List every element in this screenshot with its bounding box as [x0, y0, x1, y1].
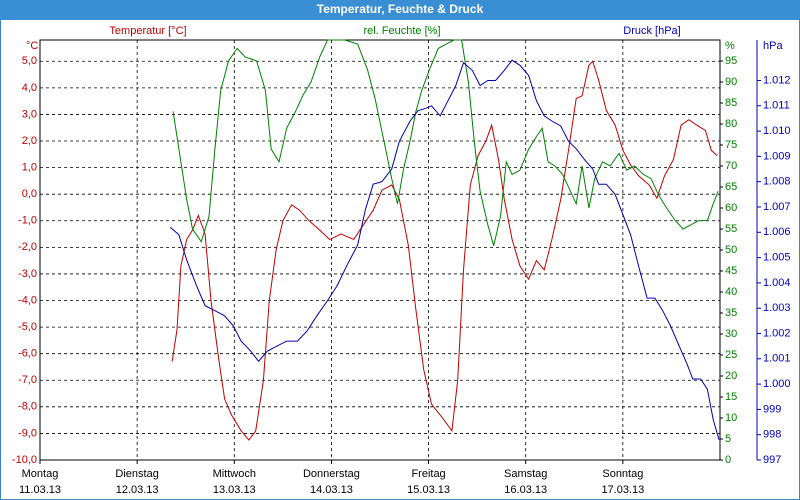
series-line — [169, 59, 720, 440]
y-unit: °C — [26, 40, 38, 52]
series-title: Temperatur [°C] — [109, 25, 186, 37]
x-tick-label: Freitag — [411, 468, 445, 480]
y2-tick-label: 40 — [725, 286, 737, 298]
plot-border — [39, 39, 721, 461]
y-tick-label: -9,0 — [18, 427, 37, 439]
y3-tick-label: 1.005 — [763, 251, 791, 263]
y2-tick-label: 95 — [725, 55, 737, 67]
y2-tick-label: 65 — [725, 181, 737, 193]
y3-tick-label: 1.010 — [763, 125, 791, 137]
y3-tick-label: 1.001 — [763, 353, 791, 365]
x-tick-date: 12.03.13 — [116, 484, 159, 496]
y2-tick-label: 55 — [725, 223, 737, 235]
y3-tick-label: 1.004 — [763, 277, 791, 289]
x-tick-label: Dienstag — [115, 468, 158, 480]
y2-tick-label: 25 — [725, 349, 737, 361]
y-tick-label: 4,0 — [22, 82, 37, 94]
series-line — [171, 60, 718, 441]
y2-tick-label: 90 — [725, 76, 737, 88]
x-tick-date: 17.03.13 — [601, 484, 644, 496]
x-tick-date: 15.03.13 — [407, 484, 450, 496]
y3-tick-label: 1.009 — [763, 150, 791, 162]
y-tick-label: -10,0 — [12, 454, 37, 466]
y2-tick-label: 20 — [725, 370, 737, 382]
y-tick-label: -5,0 — [18, 321, 37, 333]
series-title: Druck [hPa] — [623, 25, 680, 37]
chart-title: Temperatur, Feuchte & Druck — [317, 2, 484, 16]
y-tick-label: 0,0 — [22, 188, 37, 200]
x-tick-label: Samstag — [504, 468, 547, 480]
y2-unit: % — [725, 40, 735, 52]
y2-tick-label: 60 — [725, 202, 737, 214]
y2-tick-label: 0 — [725, 454, 731, 466]
y-tick-label: -2,0 — [18, 241, 37, 253]
y2-tick-label: 5 — [725, 433, 731, 445]
y3-unit: hPa — [763, 40, 783, 52]
y2-tick-label: 70 — [725, 160, 737, 172]
y3-tick-label: 999 — [763, 403, 781, 415]
y2-tick-label: 30 — [725, 328, 737, 340]
x-tick-date: 11.03.13 — [19, 484, 61, 496]
y-tick-label: -4,0 — [18, 294, 37, 306]
x-tick-label: Montag — [22, 468, 59, 480]
y2-tick-label: 50 — [725, 244, 737, 256]
x-tick-label: Sonntag — [602, 468, 643, 480]
y3-tick-label: 1.012 — [763, 74, 791, 86]
y2-tick-label: 75 — [725, 139, 737, 151]
y3-tick-label: 1.011 — [763, 100, 790, 112]
y3-tick-label: 1.008 — [763, 176, 791, 188]
y-tick-label: -3,0 — [18, 268, 37, 280]
y2-tick-label: 80 — [725, 118, 737, 130]
series-title: rel. Feuchte [%] — [363, 25, 440, 37]
y-tick-label: -6,0 — [18, 348, 37, 360]
y2-tick-label: 10 — [725, 412, 737, 424]
y-tick-label: -8,0 — [18, 401, 37, 413]
y3-tick-label: 1.006 — [763, 226, 791, 238]
y2-tick-label: 15 — [725, 391, 737, 403]
x-tick-date: 14.03.13 — [310, 484, 353, 496]
y3-tick-label: 997 — [763, 454, 781, 466]
series-line — [172, 39, 719, 246]
y2-tick-label: 85 — [725, 97, 737, 109]
y2-tick-label: 45 — [725, 265, 737, 277]
x-tick-date: 16.03.13 — [504, 484, 547, 496]
x-tick-date: 13.03.13 — [213, 484, 256, 496]
y3-tick-label: 1.003 — [763, 302, 791, 314]
y-tick-label: 1,0 — [22, 162, 37, 174]
y3-tick-label: 1.007 — [763, 201, 791, 213]
y3-tick-label: 1.000 — [763, 378, 791, 390]
y-tick-label: -7,0 — [18, 374, 37, 386]
y-tick-label: 3,0 — [22, 108, 37, 120]
title-bar — [0, 0, 800, 20]
y-tick-label: -1,0 — [18, 215, 37, 227]
x-tick-label: Donnerstag — [303, 468, 360, 480]
y3-tick-label: 1.002 — [763, 327, 791, 339]
y-tick-label: 5,0 — [22, 55, 37, 67]
y3-tick-label: 998 — [763, 429, 781, 441]
y-tick-label: 2,0 — [22, 135, 37, 147]
x-tick-label: Mittwoch — [213, 468, 256, 480]
y2-tick-label: 35 — [725, 307, 737, 319]
